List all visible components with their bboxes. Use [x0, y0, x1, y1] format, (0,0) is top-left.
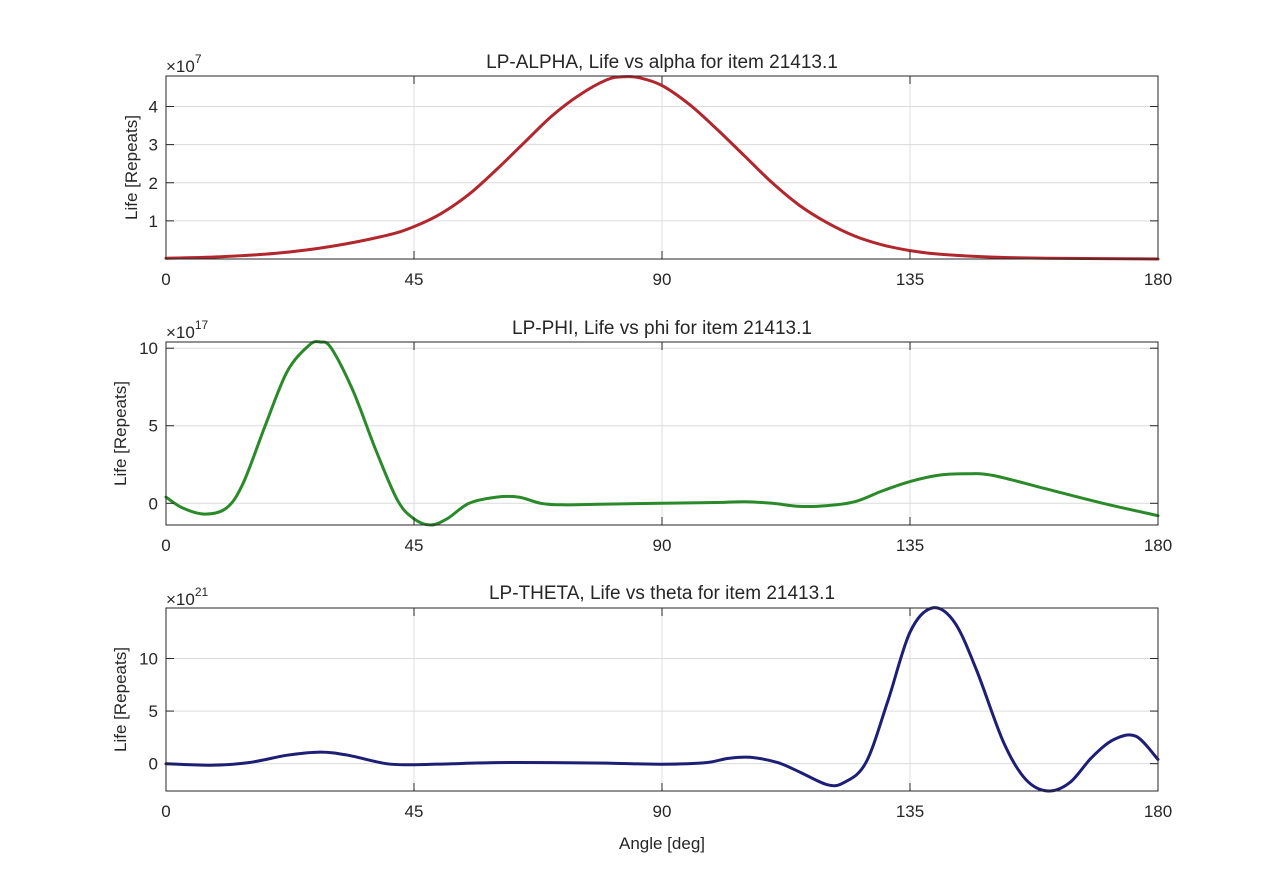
y-tick-label-theta: 5	[149, 702, 158, 721]
x-tick-label-alpha: 90	[653, 270, 672, 289]
chart-title-theta: LP-THETA, Life vs theta for item 21413.1	[489, 583, 835, 604]
y-tick-label-alpha: 4	[149, 98, 158, 117]
x-tick-label-phi: 90	[653, 536, 672, 555]
y-axis-label-alpha: Life [Repeats]	[122, 115, 141, 220]
x-tick-label-theta: 90	[653, 802, 672, 821]
y-tick-label-theta: 0	[149, 755, 158, 774]
x-tick-label-alpha: 45	[405, 270, 424, 289]
x-tick-label-alpha: 180	[1144, 270, 1172, 289]
x-tick-label-alpha: 135	[896, 270, 924, 289]
y-tick-label-phi: 0	[149, 494, 158, 513]
y-exponent-theta: ×1021	[166, 585, 209, 609]
x-tick-label-theta: 135	[896, 802, 924, 821]
grid-phi	[166, 342, 1158, 525]
y-tick-label-alpha: 2	[149, 174, 158, 193]
panel-theta: ×1021 LP-THETA, Life vs theta for item 2…	[111, 583, 1172, 853]
y-exponent-alpha: ×107	[166, 52, 202, 76]
grid-alpha	[166, 76, 1158, 259]
x-tick-label-phi: 45	[405, 536, 424, 555]
x-tick-label-theta: 180	[1144, 802, 1172, 821]
panel-phi: ×1017 LP-PHI, Life vs phi for item 21413…	[111, 318, 1172, 555]
x-tick-label-phi: 0	[161, 536, 170, 555]
y-tick-label-phi: 5	[149, 417, 158, 436]
series-line-theta	[164, 606, 1160, 793]
ticks-alpha: 0 45 90 135 180 1 2 3 4	[149, 76, 1172, 289]
x-axis-label-theta: Angle [deg]	[619, 834, 705, 853]
y-axis-label-phi: Life [Repeats]	[111, 381, 130, 486]
y-exponent-phi: ×1017	[166, 318, 209, 342]
x-tick-label-phi: 135	[896, 536, 924, 555]
x-tick-label-phi: 180	[1144, 536, 1172, 555]
ticks-theta: 0 45 90 135 180 0 5 10	[139, 608, 1172, 821]
x-tick-label-theta: 45	[405, 802, 424, 821]
ticks-phi: 0 45 90 135 180 0 5 10	[139, 339, 1172, 555]
series-line-phi	[164, 339, 1160, 527]
y-axis-label-theta: Life [Repeats]	[111, 647, 130, 752]
chart-title-phi: LP-PHI, Life vs phi for item 21413.1	[512, 318, 812, 339]
x-tick-label-theta: 0	[161, 802, 170, 821]
y-tick-label-phi: 10	[139, 339, 158, 358]
y-tick-label-alpha: 1	[149, 212, 158, 231]
series-line-alpha	[164, 75, 1160, 261]
chart-title-alpha: LP-ALPHA, Life vs alpha for item 21413.1	[486, 52, 838, 73]
y-tick-label-theta: 10	[139, 649, 158, 668]
y-tick-label-alpha: 3	[149, 136, 158, 155]
panel-alpha: ×107 LP-ALPHA, Life vs alpha for item 21…	[122, 52, 1172, 289]
x-tick-label-alpha: 0	[161, 270, 170, 289]
